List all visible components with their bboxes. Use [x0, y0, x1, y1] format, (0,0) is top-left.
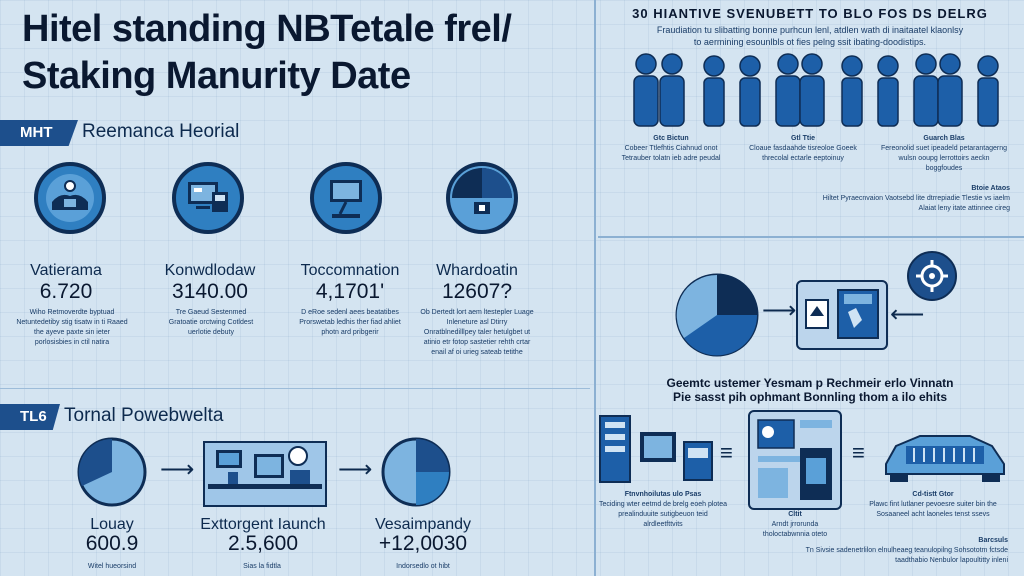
right-caption-3: Guarch Blas Fereonolid suet ipeadeld pet…	[880, 135, 1008, 172]
network-hand-icon	[34, 162, 106, 234]
right-caption-1: Gtc Bictun Cobeer Ttlefhtis Ciahnud onot…	[621, 135, 721, 162]
section1-tag: MHT	[0, 120, 78, 146]
pie-portfolio-icon	[446, 162, 518, 234]
stat3-value: 4,1701'	[315, 280, 385, 303]
stat7-text: Indorsedlo ot hibt	[396, 563, 450, 570]
stat2-text: Tre Gaeud Sestenmed Gratoatie orctwing C…	[168, 309, 254, 336]
right-top-subtext: Fraudiation tu slibatting bonne purhcun …	[656, 25, 964, 47]
right-caption-4: Btoie Ataos Hiltet Pyraecnvaion Vaotsebd…	[822, 185, 1010, 212]
server-rack-illustration	[596, 412, 720, 491]
stat6-text: Sias la fidtla	[243, 563, 281, 570]
section2-title: Tornal Powebwelta	[64, 405, 224, 426]
right-bottom-footer: Barcsuls Tn Sivsie sadenetrlilon elnulhe…	[805, 537, 1008, 564]
target-settings-icon	[904, 250, 960, 311]
vehicle-illustration	[880, 424, 1010, 489]
arrow-left-icon: ⟵	[890, 301, 925, 328]
workspace-illustration-icon	[202, 440, 328, 513]
desk-lamp-icon	[310, 162, 382, 234]
monitor-screens-icon	[172, 162, 244, 234]
stat1-label: Vatierama	[30, 262, 102, 279]
stat5-value: 600.9	[85, 532, 139, 555]
right-bottom-caption-2: Cltit Arndt jrrorunda tholoctabwnnia ote…	[762, 511, 828, 538]
right-caption-2: Gtl Ttie Cloaue fasdaahde tisreoloe Goee…	[749, 135, 857, 162]
right-top-header: 30 HIANTIVE SVENUBETT TO BLO FOS DS DELR…	[632, 6, 988, 21]
stat3-label: Toccomnation	[300, 262, 400, 279]
stat7-value: +12,0030	[378, 532, 468, 555]
right-bottom-heading: Geemtc ustemer Yesmam p Rechmeir erlo Vi…	[666, 376, 954, 404]
right-bottom-caption-3: Cd-tistt Gtor Plawc fint lutlaner pevoes…	[869, 491, 997, 518]
section-divider	[0, 388, 590, 389]
pie-chart-icon	[76, 436, 148, 513]
horizontal-divider	[598, 236, 1024, 238]
arrow-right-icon-3: ⟶	[762, 297, 797, 324]
section1-title: Reemanca Heorial	[82, 121, 240, 142]
vertical-divider	[594, 0, 596, 576]
stat1-value: 6.720	[39, 280, 93, 303]
arrow-right-icon: ⟶	[160, 456, 195, 483]
pie-chart-icon-3	[674, 272, 760, 363]
page-title: Hitel standing NBTetale frel/ Staking Ma…	[22, 8, 512, 97]
people-group-illustration	[626, 50, 1006, 137]
stat1-text: Wiho Retmoverdte byptuad Netuntedetiby s…	[16, 309, 128, 346]
equals-icon-2: ≡	[852, 440, 865, 465]
stat4-text: Ob Dertedt lort aem ltestepler Luage Inl…	[420, 309, 534, 356]
section2-tag: TL6	[0, 404, 60, 430]
stat6-label: Exttorgent Iaunch	[200, 516, 326, 533]
stat7-label: Vesaimpandy	[374, 516, 472, 533]
hand-tablet-panel	[796, 280, 888, 350]
right-bottom-caption-1: Ftnvnhoilutas ulo Psas Teciding wter eet…	[598, 491, 728, 528]
stat3-text: D eRoe sedenl aees beatatibes Prorswetab…	[299, 309, 401, 336]
pie-chart-icon-2	[380, 436, 452, 513]
stat4-value: 12607?	[441, 280, 513, 303]
equals-icon: ≡	[720, 440, 733, 465]
dashboard-panel	[748, 410, 842, 510]
stat2-value: 3140.00	[172, 280, 248, 303]
stat4-label: Whardoatin	[436, 262, 518, 279]
arrow-right-icon-2: ⟶	[338, 456, 373, 483]
stat2-label: Konwdlodaw	[164, 262, 256, 279]
stat5-label: Louay	[90, 516, 134, 533]
stat6-value: 2.5,600	[227, 532, 299, 555]
stat5-text: Witel hueorsind	[87, 563, 137, 570]
